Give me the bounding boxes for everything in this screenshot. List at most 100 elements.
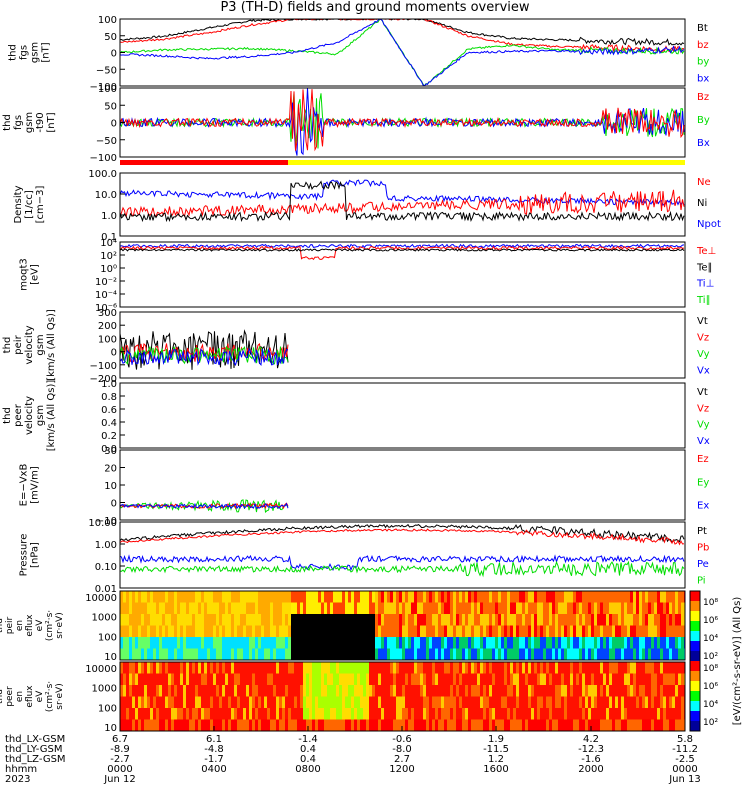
- spectrogram-cell: [483, 685, 487, 697]
- spectrogram-cell: [165, 602, 169, 615]
- spectrogram-cell: [558, 591, 562, 603]
- spectrogram-cell: [453, 708, 457, 720]
- spectrogram-cell: [318, 614, 322, 626]
- spectrogram-cell: [381, 625, 385, 638]
- ytick-label: −100: [90, 361, 117, 372]
- spectrogram-cell: [669, 637, 673, 649]
- spectrogram-cell: [444, 708, 448, 720]
- spectrogram-cell: [558, 719, 562, 731]
- spectrogram-cell: [504, 673, 508, 686]
- spectrogram-cell: [528, 673, 532, 686]
- spectrogram-cell: [432, 685, 436, 697]
- spectrogram-cell: [198, 719, 202, 731]
- spectrogram-cell: [420, 708, 424, 720]
- spectrogram-cell: [675, 602, 679, 615]
- spectrogram-cell: [459, 719, 463, 731]
- spectrogram-cell: [258, 637, 262, 649]
- spectrogram-cell: [456, 673, 460, 686]
- spectrogram-cell: [351, 673, 355, 686]
- spectrogram-cell: [408, 708, 412, 720]
- spectrogram-cell: [132, 614, 136, 626]
- spectrogram-cell: [684, 591, 685, 603]
- ytick-label: 0: [111, 49, 117, 60]
- spectrogram-cell: [471, 696, 475, 709]
- spectrogram-cell: [267, 708, 271, 720]
- spectrogram-cell: [324, 637, 328, 649]
- spectrogram-cell: [483, 708, 487, 720]
- spectrogram-cell: [267, 602, 271, 615]
- spectrogram-cell: [447, 719, 451, 731]
- spectrogram-cell: [651, 625, 655, 638]
- spectrogram-cell: [489, 685, 493, 697]
- spectrogram-cell: [510, 637, 514, 649]
- spectrogram-cell: [306, 625, 310, 638]
- spectrogram-cell: [684, 637, 685, 649]
- spectrogram-cell: [213, 719, 217, 731]
- spectrogram-cell: [213, 625, 217, 638]
- spectrogram-cell: [624, 685, 628, 697]
- xaxis-value: -2.7: [110, 754, 130, 765]
- spectrogram-cell: [264, 591, 268, 603]
- spectrogram-cell: [627, 719, 631, 731]
- legend-bz: bz: [697, 40, 709, 51]
- spectrogram-cell: [651, 637, 655, 649]
- spectrogram-cell: [447, 602, 451, 615]
- spectrogram-cell: [660, 602, 664, 615]
- spectrogram-cell: [438, 648, 442, 660]
- spectrogram-cell: [402, 685, 406, 697]
- spectrogram-cell: [624, 625, 628, 638]
- spectrogram-cell: [378, 662, 382, 674]
- spectrogram-cell: [342, 696, 346, 709]
- spectrogram-cell: [618, 719, 622, 731]
- spectrogram-cell: [663, 696, 667, 709]
- spectrogram-cell: [570, 719, 574, 731]
- spectrogram-cell: [549, 637, 553, 649]
- spectrogram-cell: [387, 708, 391, 720]
- spectrogram-cell: [384, 673, 388, 686]
- spectrogram-cell: [504, 685, 508, 697]
- spectrogram-cell: [657, 602, 661, 615]
- spectrogram-cell: [324, 673, 328, 686]
- spectrogram-cell: [459, 614, 463, 626]
- spectrogram-cell: [204, 637, 208, 649]
- spectrogram-cell: [420, 625, 424, 638]
- spectrogram-cell: [621, 719, 625, 731]
- spectrogram-cell: [273, 625, 277, 638]
- spectrogram-cell: [594, 719, 598, 731]
- spectrogram-cell: [234, 696, 238, 709]
- spectrogram-cell: [189, 591, 193, 603]
- spectrogram-cell: [249, 673, 253, 686]
- spectrogram-cell: [654, 662, 658, 674]
- spectrogram-cell: [312, 719, 316, 731]
- panel-temp-plot: [120, 243, 685, 261]
- spectrogram-cell: [636, 662, 640, 674]
- spectrogram-cell: [540, 708, 544, 720]
- spectrogram-cell: [411, 614, 415, 626]
- spectrogram-cell: [258, 625, 262, 638]
- panel-pressure: Pressure [nPa]: [19, 521, 686, 589]
- spectrogram-cell: [288, 673, 292, 686]
- spectrogram-cell: [648, 708, 652, 720]
- spectrogram-cell: [261, 696, 265, 709]
- ytick-label: −50: [96, 136, 117, 147]
- spectrogram-cell: [648, 614, 652, 626]
- spectrogram-cell: [546, 673, 550, 686]
- spectrogram-cell: [240, 673, 244, 686]
- spectrogram-cell: [474, 708, 478, 720]
- spectrogram-cell: [204, 662, 208, 674]
- spectrogram-cell: [420, 662, 424, 674]
- spectrogram-cell: [483, 673, 487, 686]
- spectrogram-cell: [627, 637, 631, 649]
- spectrogram-cell: [204, 614, 208, 626]
- spectrogram-cell: [594, 673, 598, 686]
- spectrogram-cell: [549, 614, 553, 626]
- spectrogram-cell: [600, 614, 604, 626]
- spectrogram-cell: [333, 614, 337, 626]
- spectrogram-cell: [198, 648, 202, 660]
- spectrogram-cell: [291, 591, 295, 603]
- spectrogram-cell: [609, 591, 613, 603]
- spectrogram-cell: [624, 696, 628, 709]
- spectrogram-cell: [636, 614, 640, 626]
- spectrogram-cell: [531, 614, 535, 626]
- ylabel-line: sr·eV): [55, 683, 65, 709]
